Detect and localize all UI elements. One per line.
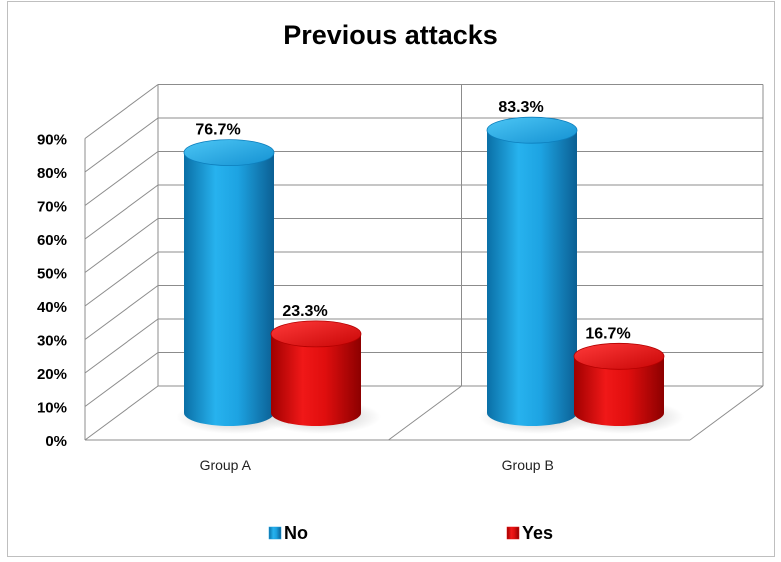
bar-no-0 — [183, 139, 275, 426]
bar-yes-0 — [270, 320, 362, 426]
side-gridline — [84, 352, 159, 407]
side-gridline — [84, 151, 159, 206]
y-tick-label: 30% — [37, 333, 67, 350]
floor-right-edge — [689, 385, 764, 441]
bar-yes-1 — [573, 342, 665, 426]
bar-top — [573, 342, 665, 370]
side-gridline — [84, 184, 159, 240]
side-gridline — [84, 385, 159, 441]
chart-frame — [7, 1, 775, 557]
side-gridline — [84, 251, 159, 307]
data-label: 76.7% — [195, 122, 240, 139]
x-tick-label: Group B — [502, 457, 554, 473]
y-tick-label: 40% — [37, 299, 67, 316]
bar-body — [487, 130, 577, 426]
bar-top — [270, 320, 362, 348]
bar-body — [184, 152, 274, 426]
legend-label: Yes — [522, 523, 553, 543]
side-gridline — [84, 218, 159, 273]
y-tick-label: 0% — [45, 433, 67, 450]
side-gridline — [84, 318, 159, 374]
side-gridline — [84, 84, 159, 139]
bar-body — [574, 356, 664, 426]
bar-top — [486, 116, 578, 144]
y-tick-label: 10% — [37, 400, 67, 417]
side-gridline — [84, 117, 159, 173]
x-tick-label: Group A — [200, 457, 252, 473]
y-tick-label: 50% — [37, 266, 67, 283]
legend-swatch — [268, 526, 282, 540]
y-tick-label: 60% — [37, 232, 67, 249]
floor-divider — [388, 385, 462, 441]
data-label: 16.7% — [585, 325, 630, 342]
y-tick-label: 20% — [37, 366, 67, 383]
data-label: 23.3% — [282, 303, 327, 320]
y-tick-label: 70% — [37, 199, 67, 216]
bar-no-1 — [486, 116, 578, 426]
y-tick-label: 80% — [37, 165, 67, 182]
legend-item-yes: Yes — [506, 523, 553, 543]
side-gridline — [84, 285, 159, 340]
bar-body — [271, 333, 361, 426]
legend-swatch — [506, 526, 520, 540]
data-label: 83.3% — [498, 99, 543, 116]
legend-label: No — [284, 523, 308, 543]
legend-item-no: No — [268, 523, 308, 543]
bar-top — [183, 139, 275, 167]
y-tick-label: 90% — [37, 132, 67, 149]
chart-title: Previous attacks — [283, 20, 498, 50]
